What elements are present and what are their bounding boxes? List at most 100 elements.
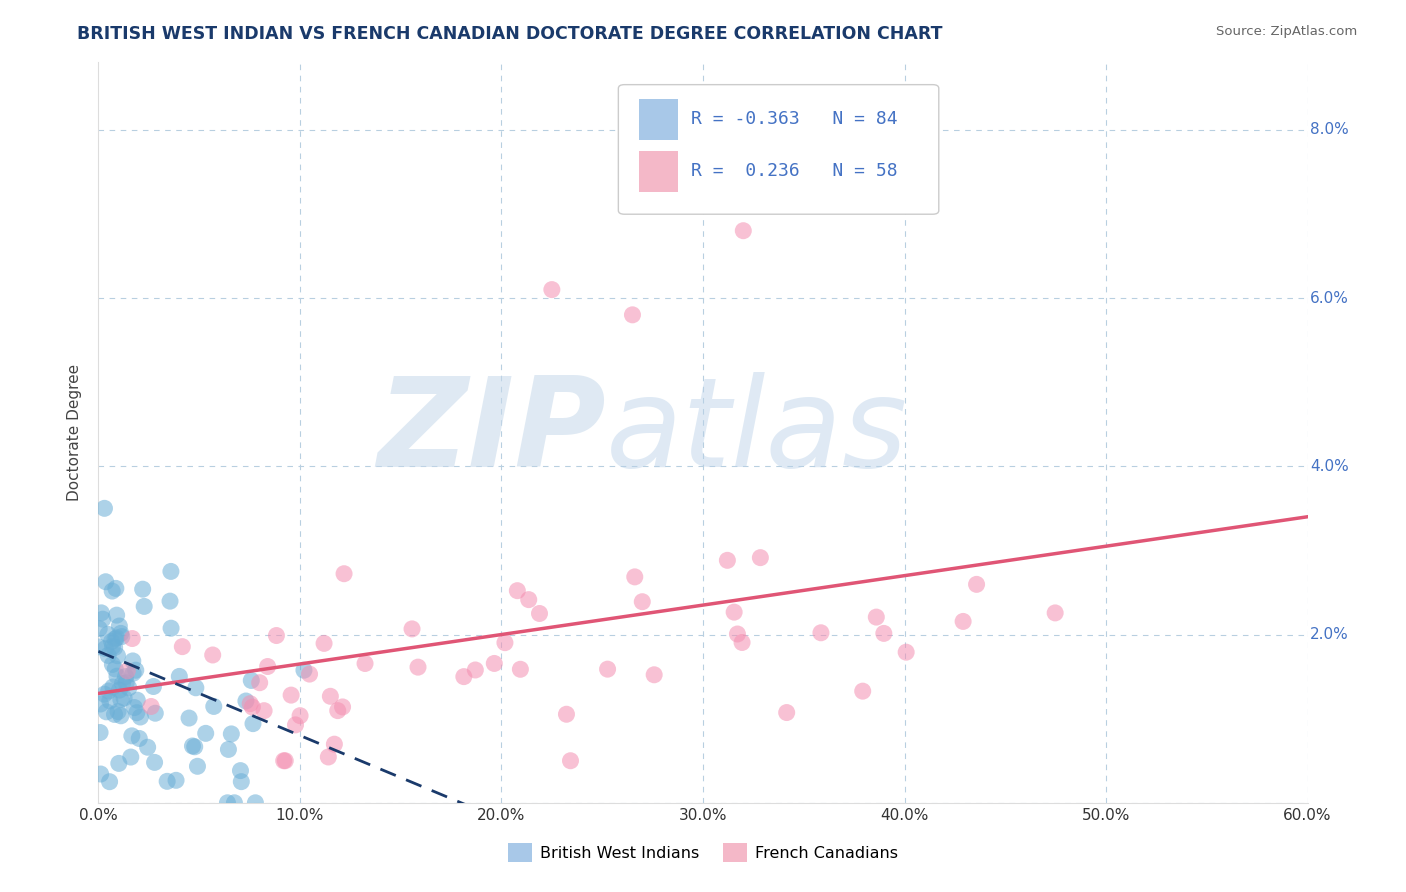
Point [104,582,127,596]
Point [90,767,112,781]
Point [172,640,194,654]
Point [91,612,114,626]
Point [852,684,875,698]
Point [104,640,127,655]
Point [97,684,120,698]
Point [112,691,135,706]
Point [134,599,156,614]
Point [101,584,124,599]
Point [509,662,531,676]
FancyBboxPatch shape [638,99,678,140]
Point [323,737,346,751]
Point [108,756,131,771]
Point [110,626,132,640]
Point [231,774,253,789]
Text: 8.0%: 8.0% [1310,122,1348,137]
Point [865,610,887,624]
Point [128,731,150,746]
Point [288,708,311,723]
Point [453,670,475,684]
Point [87,640,110,654]
Point [555,707,578,722]
Point [952,615,974,629]
Point [111,630,134,644]
Point [94,574,117,589]
Point [156,774,179,789]
Point [160,565,183,579]
Point [129,710,152,724]
Point [621,308,644,322]
Point [90,606,112,620]
Point [221,727,243,741]
Point [292,663,315,677]
Point [274,754,297,768]
Point [108,683,131,698]
Point [217,742,239,756]
Point [966,577,988,591]
Point [494,635,516,649]
Point [107,648,129,663]
Point [749,550,772,565]
Point [98,774,121,789]
Point [142,680,165,694]
Point [596,662,619,676]
Point [253,704,276,718]
Point [280,688,302,702]
Point [114,670,136,684]
Point [98,694,121,708]
Point [111,676,134,690]
Point [560,754,582,768]
Point [105,608,128,623]
Point [165,773,187,788]
Point [245,796,267,810]
Text: R = -0.363   N = 84: R = -0.363 N = 84 [690,111,897,128]
Point [776,706,799,720]
Point [249,675,271,690]
Point [194,726,217,740]
Point [159,594,181,608]
Point [1043,606,1066,620]
Point [104,632,127,646]
Point [623,570,645,584]
Point [643,667,665,681]
Point [124,700,146,714]
Point [202,699,225,714]
Text: Source: ZipAtlas.com: Source: ZipAtlas.com [1216,25,1357,38]
Point [139,699,162,714]
Point [184,681,207,695]
Point [117,664,139,678]
Point [733,224,755,238]
Text: ZIP: ZIP [378,372,606,493]
Point [108,619,131,633]
Text: 4.0%: 4.0% [1310,458,1348,474]
Point [723,605,745,619]
Point [89,622,111,636]
Point [121,632,143,646]
Point [731,635,754,649]
Point [94,641,117,656]
Point [240,700,263,714]
Point [89,697,111,711]
Text: 2.0%: 2.0% [1310,627,1348,642]
Point [354,657,377,671]
Point [631,595,654,609]
Text: BRITISH WEST INDIAN VS FRENCH CANADIAN DOCTORATE DEGREE CORRELATION CHART: BRITISH WEST INDIAN VS FRENCH CANADIAN D… [77,25,943,43]
Point [97,648,120,663]
Point [125,706,148,720]
Point [201,648,224,662]
Point [107,705,129,719]
Point [224,796,246,810]
Point [333,566,356,581]
Point [318,750,340,764]
Point [177,711,200,725]
Point [110,708,132,723]
Point [97,627,120,641]
Point [256,659,278,673]
Point [125,663,148,677]
Point [319,690,342,704]
Point [143,756,166,770]
Point [93,501,115,516]
Point [273,754,295,768]
Point [104,662,127,676]
Point [121,654,143,668]
